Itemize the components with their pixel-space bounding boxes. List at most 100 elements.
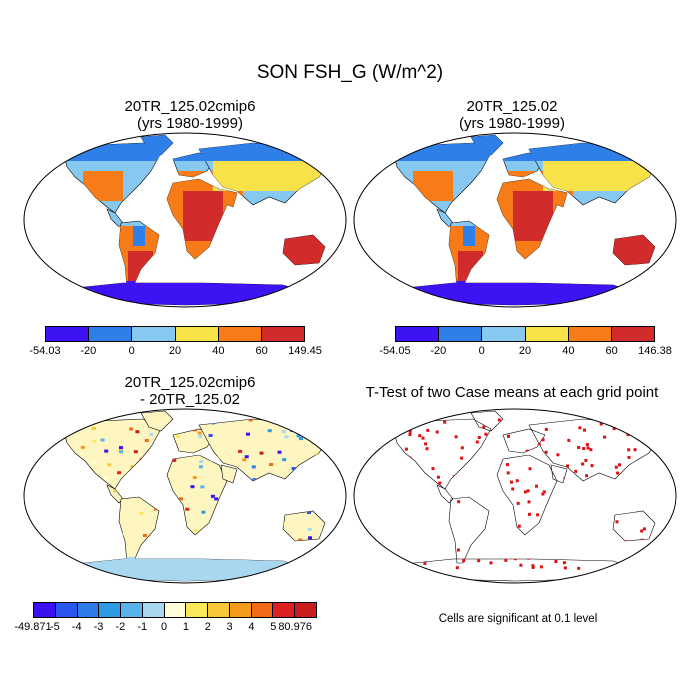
diff-cell: [107, 463, 112, 467]
panel-1-title-line1: 20TR_125.02cmip6: [124, 98, 256, 115]
significant-cell: [625, 411, 629, 414]
colorbar-box: [251, 603, 274, 617]
colorbar-box: [164, 603, 187, 617]
diff-cell: [307, 527, 312, 531]
significant-cell: [359, 435, 362, 438]
diff-cell: [309, 561, 314, 565]
colorbar-case1: -54.03 -20 0 20 40 60 149.45: [29, 326, 322, 366]
diff-cell: [91, 427, 96, 430]
significant-cell: [612, 427, 616, 431]
australia-shape: [612, 510, 656, 542]
significant-cell: [656, 411, 659, 415]
significant-cell: [622, 564, 626, 568]
diff-cell: [179, 497, 183, 501]
colorbar-tick-label: 0: [161, 621, 168, 633]
significant-cell: [475, 440, 479, 444]
significant-cell: [566, 464, 569, 468]
significant-cell: [460, 411, 464, 412]
significant-cell: [577, 566, 581, 570]
diff-cell: [185, 507, 190, 511]
significant-cell: [627, 448, 631, 452]
diff-cell: [238, 449, 243, 453]
significant-cell: [397, 425, 401, 429]
map-border: [23, 132, 347, 308]
map-panel-difference: [23, 408, 348, 584]
diff-cell: [310, 411, 315, 412]
colorbar-tick-label: 40: [212, 345, 225, 357]
diff-cell: [276, 421, 281, 425]
significant-cell: [638, 566, 642, 570]
significant-cell: [460, 456, 464, 460]
significant-cell: [654, 439, 658, 443]
colorbar-box: [186, 603, 209, 617]
diff-cell: [299, 437, 303, 441]
significant-cell: [674, 523, 677, 526]
colorbar-tick-label: 40: [562, 345, 575, 357]
significant-cell: [455, 566, 459, 570]
significant-cell: [584, 459, 588, 462]
significant-cell: [531, 565, 535, 569]
significant-cell: [567, 438, 571, 442]
diff-cell: [119, 446, 123, 450]
diff-cell: [135, 430, 140, 434]
colorbar-box: [439, 327, 483, 341]
diff-cell: [328, 438, 329, 442]
colorbar-box: [55, 603, 78, 617]
significant-cell: [358, 444, 361, 447]
diff-cell: [308, 553, 313, 557]
panel-3-title-line2: - 20TR_125.02: [139, 391, 241, 408]
colorbar-boxes: [45, 326, 305, 342]
diff-cell: [38, 571, 42, 574]
significant-cell: [458, 411, 462, 412]
diff-cell: [328, 575, 329, 579]
colorbar-box: [482, 327, 526, 341]
significant-cell: [670, 431, 673, 434]
diff-cell: [154, 507, 158, 511]
diff-cell: [33, 424, 37, 427]
colorbar-box: [273, 603, 296, 617]
diff-cell: [92, 460, 97, 463]
diff-cell: [331, 539, 335, 542]
field-zone: [133, 226, 145, 246]
significant-cell: [454, 435, 458, 439]
significant-cell: [424, 416, 428, 420]
diff-cell: [192, 476, 197, 480]
significant-cell: [510, 480, 513, 484]
significant-cell: [435, 430, 439, 434]
significant-cell: [360, 453, 363, 456]
significant-cell: [358, 415, 361, 418]
figure-title: SON FSH_G (W/m^2): [256, 62, 444, 83]
north-america-shape: [392, 418, 492, 490]
diff-cell: [149, 432, 154, 436]
diff-cell: [336, 550, 340, 553]
significant-cell: [604, 419, 608, 422]
diff-cell: [28, 442, 32, 445]
diff-cell: [309, 578, 314, 581]
significant-cell: [408, 433, 412, 436]
diff-cell: [58, 415, 62, 418]
colorbar-box: [208, 603, 230, 617]
colorbar-tick-label: -20: [80, 345, 97, 357]
significant-cell: [504, 558, 508, 562]
colorbar-tick-label: 149.45: [288, 345, 322, 357]
diff-cell: [57, 555, 61, 558]
diff-cell: [344, 446, 348, 449]
map-panel-case2: [353, 132, 677, 308]
significant-cell: [648, 418, 651, 422]
significant-cell: [484, 432, 488, 436]
arabia-shape: [220, 464, 238, 484]
colorbar-tick-label: 4: [248, 621, 255, 633]
diff-cell: [92, 439, 97, 443]
significant-cell: [544, 450, 548, 454]
diff-cell: [31, 427, 35, 430]
significant-cell: [527, 500, 531, 504]
diff-cell: [201, 510, 206, 514]
diff-cell: [277, 571, 282, 575]
diff-cell: [104, 449, 109, 453]
map-border: [353, 132, 677, 308]
colorbar-case2: -54.05 -20 0 20 40 60 146.38: [379, 326, 672, 366]
colorbar-tick-label: -4: [71, 621, 82, 633]
colorbar-tick-label: -5: [49, 621, 60, 633]
diff-cell: [210, 494, 215, 498]
significant-cell: [539, 565, 543, 569]
